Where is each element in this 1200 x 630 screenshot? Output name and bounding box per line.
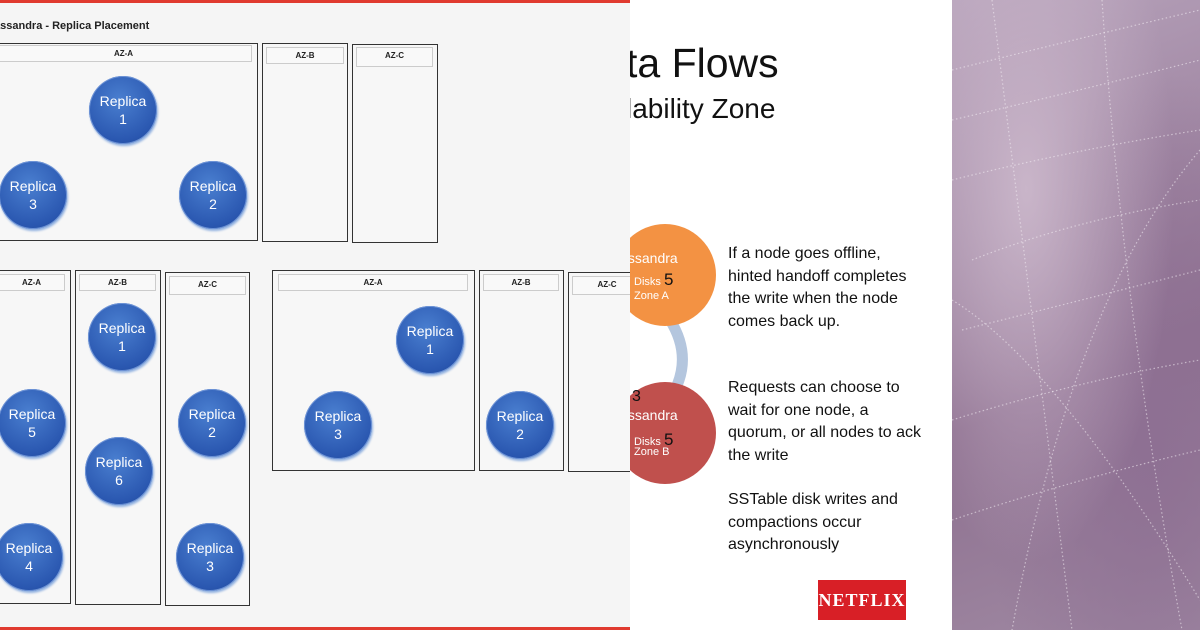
node-name: Cassandra [630, 250, 678, 266]
zone-box-az-c [352, 44, 438, 243]
replica-node: Replica 3 [0, 161, 67, 229]
zone-header: AZ-A [278, 274, 468, 291]
replica-node: Replica 3 [176, 523, 244, 591]
cassandra-node-zone-b: 3 Cassandra Disks 5 Zone B [630, 382, 716, 484]
zone-box-az-b [262, 43, 348, 242]
replica-node: Replica 2 [179, 161, 247, 229]
data-flows-slide: ta Flows lability Zone Cassandra Disks 5… [630, 0, 952, 630]
disk-count: 5 [663, 430, 674, 449]
zone-header: AZ-B [79, 274, 156, 291]
spiderweb-photo [952, 0, 1200, 630]
zone-header: AZ-C [356, 47, 433, 67]
paragraph-consistency: Requests can choose to wait for one node… [728, 379, 921, 464]
replica-node: Replica 3 [304, 391, 372, 459]
replica-node: Replica 1 [88, 303, 156, 371]
disks-label: Disks [634, 436, 661, 448]
replica-node: Replica 4 [0, 523, 63, 591]
slide-title: ta Flows [630, 40, 779, 86]
panel-title: assandra - Replica Placement [0, 20, 150, 32]
replica-node: Replica 2 [178, 389, 246, 457]
zone-label: Zone B [634, 446, 670, 458]
slide-subtitle: lability Zone [630, 93, 776, 124]
paragraph-hinted-handoff: If a node goes offline, hinted handoff c… [728, 245, 907, 330]
replica-node: Replica 2 [486, 391, 554, 459]
replica-placement-panel: assandra - Replica Placement AZ-A AZ-B A… [0, 0, 630, 630]
zone-header: AZ-C [169, 276, 246, 295]
zone-box-az-c [568, 272, 630, 472]
zone-header: AZ-C [572, 276, 630, 295]
paragraph-sstable: SSTable disk writes and compactions occu… [728, 491, 898, 553]
cassandra-node-zone-a: Cassandra Disks 5 Zone A [630, 224, 716, 326]
replica-node: Replica 5 [0, 389, 66, 457]
netflix-logo: NETFLIX [818, 580, 906, 620]
disk-count: 5 [663, 270, 674, 289]
zone-header: AZ-A [0, 274, 65, 291]
spiderweb-image [952, 0, 1200, 630]
node-name: Cassandra [630, 407, 678, 423]
zone-label: Zone A [634, 290, 669, 302]
disks-label: Disks [634, 276, 661, 288]
replica-node: Replica 1 [396, 306, 464, 374]
zone-header: AZ-B [266, 47, 344, 64]
node-prefix: 3 [632, 388, 641, 405]
replica-node: Replica 1 [89, 76, 157, 144]
zone-header: AZ-B [483, 274, 559, 291]
zone-header: AZ-A [0, 45, 252, 62]
replica-node: Replica 6 [85, 437, 153, 505]
